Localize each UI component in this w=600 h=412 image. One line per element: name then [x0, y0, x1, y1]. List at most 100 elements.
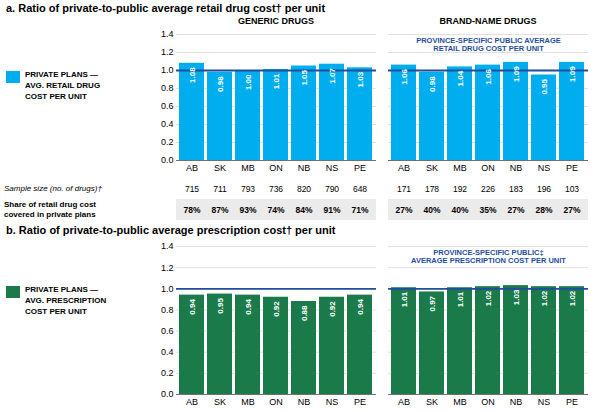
svg-text:1.05: 1.05: [300, 69, 309, 85]
svg-text:PROVINCE-SPECIFIC PUBLIC‡AVERA: PROVINCE-SPECIFIC PUBLIC‡AVERAGE PRESCRI…: [411, 248, 566, 266]
svg-text:1.00: 1.00: [244, 74, 253, 90]
svg-text:PE: PE: [354, 397, 366, 407]
svg-text:103: 103: [565, 184, 579, 194]
svg-text:1.4: 1.4: [161, 241, 174, 251]
svg-text:SK: SK: [426, 397, 438, 407]
svg-text:793: 793: [241, 184, 255, 194]
svg-text:1.01: 1.01: [456, 291, 465, 307]
svg-text:1.06: 1.06: [400, 69, 409, 85]
svg-text:27%: 27%: [395, 205, 412, 215]
svg-text:226: 226: [481, 184, 495, 194]
svg-text:AB: AB: [186, 163, 198, 173]
svg-text:40%: 40%: [423, 205, 440, 215]
svg-text:820: 820: [297, 184, 311, 194]
svg-text:93%: 93%: [239, 205, 256, 215]
svg-text:1.09: 1.09: [512, 66, 521, 82]
svg-text:0.98: 0.98: [216, 76, 225, 92]
svg-text:PE: PE: [566, 397, 578, 407]
svg-text:711: 711: [213, 184, 227, 194]
svg-text:0.4: 0.4: [161, 119, 174, 129]
svg-text:1.01: 1.01: [400, 291, 409, 307]
svg-text:0.0: 0.0: [161, 155, 174, 165]
svg-text:0.95: 0.95: [216, 298, 225, 314]
svg-text:790: 790: [325, 184, 339, 194]
svg-text:1.06: 1.06: [484, 69, 493, 85]
svg-text:736: 736: [269, 184, 283, 194]
svg-text:87%: 87%: [211, 205, 228, 215]
svg-text:183: 183: [509, 184, 523, 194]
svg-text:NB: NB: [510, 163, 523, 173]
svg-text:NB: NB: [298, 397, 311, 407]
svg-text:AB: AB: [398, 397, 410, 407]
svg-text:PROVINCE-SPECIFIC PUBLIC AVERA: PROVINCE-SPECIFIC PUBLIC AVERAGERETAIL D…: [416, 36, 561, 54]
svg-text:0.94: 0.94: [188, 299, 197, 315]
svg-text:NS: NS: [326, 397, 339, 407]
svg-text:PE: PE: [354, 163, 366, 173]
svg-text:0.8: 0.8: [161, 305, 174, 315]
svg-text:1.03: 1.03: [356, 71, 365, 87]
svg-text:0.92: 0.92: [328, 301, 337, 317]
svg-text:NB: NB: [510, 397, 523, 407]
svg-text:1.02: 1.02: [568, 290, 577, 306]
svg-text:PE: PE: [566, 163, 578, 173]
svg-text:1.07: 1.07: [328, 68, 337, 84]
svg-text:28%: 28%: [535, 205, 552, 215]
svg-text:171: 171: [397, 184, 411, 194]
svg-text:1.0: 1.0: [161, 284, 174, 294]
svg-text:NB: NB: [298, 163, 311, 173]
svg-text:ON: ON: [481, 397, 495, 407]
svg-text:MB: MB: [453, 397, 467, 407]
svg-text:1.02: 1.02: [484, 290, 493, 306]
svg-text:NS: NS: [538, 163, 551, 173]
svg-text:1.08: 1.08: [188, 67, 197, 83]
svg-text:35%: 35%: [479, 205, 496, 215]
svg-text:1.01: 1.01: [272, 73, 281, 89]
svg-text:0.6: 0.6: [161, 101, 174, 111]
svg-text:NS: NS: [326, 163, 339, 173]
svg-text:0.94: 0.94: [244, 299, 253, 315]
svg-text:AB: AB: [186, 397, 198, 407]
svg-text:0.98: 0.98: [428, 76, 437, 92]
svg-text:MB: MB: [241, 163, 255, 173]
svg-text:ON: ON: [481, 163, 495, 173]
svg-text:71%: 71%: [351, 205, 368, 215]
svg-text:1.03: 1.03: [512, 289, 521, 305]
svg-text:MB: MB: [453, 163, 467, 173]
svg-text:192: 192: [453, 184, 467, 194]
svg-text:1.09: 1.09: [568, 66, 577, 82]
svg-text:0.95: 0.95: [540, 78, 549, 94]
svg-text:0.6: 0.6: [161, 326, 174, 336]
svg-text:40%: 40%: [451, 205, 468, 215]
svg-text:SK: SK: [426, 163, 438, 173]
svg-text:78%: 78%: [183, 205, 200, 215]
svg-text:0.2: 0.2: [161, 137, 174, 147]
svg-text:ON: ON: [269, 163, 283, 173]
svg-text:1.02: 1.02: [540, 290, 549, 306]
svg-text:0.97: 0.97: [428, 295, 437, 311]
svg-text:0.8: 0.8: [161, 83, 174, 93]
svg-text:0.0: 0.0: [161, 389, 174, 399]
svg-text:1.2: 1.2: [161, 47, 174, 57]
svg-text:0.92: 0.92: [272, 301, 281, 317]
svg-text:1.04: 1.04: [456, 70, 465, 86]
svg-text:91%: 91%: [323, 205, 340, 215]
svg-text:1.0: 1.0: [161, 65, 174, 75]
svg-text:27%: 27%: [563, 205, 580, 215]
svg-text:1.2: 1.2: [161, 263, 174, 273]
svg-text:0.88: 0.88: [300, 305, 309, 321]
svg-text:84%: 84%: [295, 205, 312, 215]
svg-text:SK: SK: [214, 397, 226, 407]
svg-text:196: 196: [537, 184, 551, 194]
svg-text:0.4: 0.4: [161, 347, 174, 357]
svg-text:27%: 27%: [507, 205, 524, 215]
svg-text:ON: ON: [269, 397, 283, 407]
svg-text:715: 715: [185, 184, 199, 194]
svg-text:178: 178: [425, 184, 439, 194]
svg-text:74%: 74%: [267, 205, 284, 215]
svg-text:1.4: 1.4: [161, 29, 174, 39]
svg-text:0.2: 0.2: [161, 368, 174, 378]
svg-text:648: 648: [353, 184, 367, 194]
svg-text:AB: AB: [398, 163, 410, 173]
svg-text:NS: NS: [538, 397, 551, 407]
svg-text:0.94: 0.94: [356, 299, 365, 315]
